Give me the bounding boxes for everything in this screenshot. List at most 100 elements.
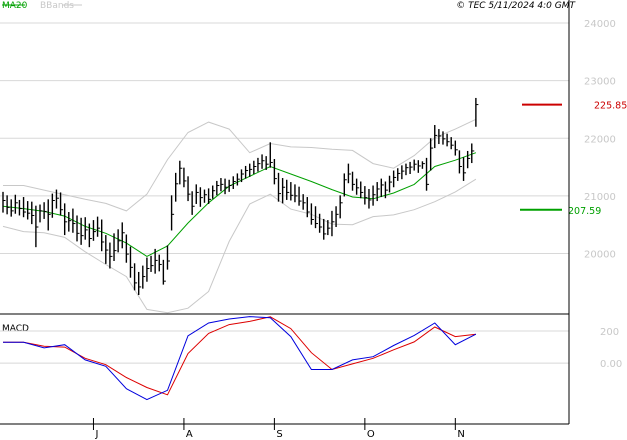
- bband-lower: [2, 178, 477, 314]
- price-bar: [425, 157, 430, 191]
- price-bar: [249, 163, 253, 177]
- price-bar: [434, 125, 438, 149]
- price-bar: [166, 245, 170, 270]
- price-bar: [14, 194, 18, 214]
- price-bar: [364, 186, 368, 205]
- price-bar: [265, 156, 269, 170]
- macd-label: MACD: [2, 324, 29, 334]
- price-bar: [220, 178, 224, 192]
- price-bar: [170, 195, 175, 231]
- price-bar: [137, 271, 142, 295]
- price-bar: [442, 131, 446, 145]
- x-tick-label: S: [276, 429, 282, 440]
- price-bar: [183, 167, 187, 188]
- price-level-markers: 225.85 207.59: [520, 101, 627, 217]
- price-bar: [454, 140, 458, 156]
- x-tick-label: J: [94, 429, 98, 440]
- price-bar: [216, 180, 220, 196]
- price-bar: [335, 206, 339, 228]
- price-bar: [88, 223, 92, 248]
- ma20-line: [2, 152, 477, 257]
- price-bar: [376, 182, 380, 202]
- price-gridlines: [0, 22, 569, 255]
- price-bar: [68, 212, 72, 232]
- price-bar: [121, 222, 125, 249]
- price-bar: [355, 178, 360, 195]
- price-tick-label: 20000: [584, 250, 616, 261]
- price-bar: [343, 173, 347, 197]
- price-bar: [133, 263, 138, 291]
- price-bar: [261, 154, 265, 169]
- price-bar: [125, 234, 129, 263]
- price-bar: [368, 188, 372, 209]
- price-bar: [401, 165, 405, 180]
- price-bar: [187, 176, 191, 202]
- price-bar: [212, 185, 216, 199]
- price-bar: [372, 185, 376, 206]
- price-bar: [96, 216, 101, 237]
- price-bar: [413, 159, 417, 171]
- macd-lines: [3, 316, 477, 401]
- price-bar: [31, 201, 35, 225]
- price-bar: [43, 202, 47, 219]
- legend-ma20: MA20: [2, 1, 28, 11]
- price-bar: [438, 129, 442, 145]
- price-bar: [286, 179, 290, 200]
- price-bar: [327, 220, 331, 236]
- price-bar: [417, 160, 421, 173]
- price-bar: [199, 187, 203, 207]
- price-bar: [22, 197, 27, 218]
- price-bar: [142, 265, 146, 289]
- price-bar: [331, 210, 335, 237]
- macd-signal-line: [3, 316, 476, 396]
- price-bar: [466, 150, 471, 169]
- price-axis-ticks: 20000 21000 22000 23000 24000: [584, 19, 616, 260]
- x-tick-label: A: [186, 429, 193, 440]
- price-bar: [154, 248, 158, 274]
- price-bar: [35, 205, 39, 248]
- price-bar: [347, 163, 351, 184]
- x-tick-label: N: [457, 429, 464, 440]
- macd-tick-label: 0.00: [600, 359, 622, 370]
- price-bar: [72, 208, 76, 233]
- price-tick-label: 24000: [584, 19, 616, 30]
- price-bar: [310, 203, 314, 225]
- price-bar: [314, 206, 319, 229]
- price-bar: [397, 168, 401, 181]
- price-bar: [392, 170, 397, 188]
- macd-line: [3, 316, 477, 401]
- bollinger-bands: [2, 118, 477, 314]
- price-bar: [462, 157, 467, 181]
- price-bar: [323, 218, 327, 240]
- price-bar: [253, 160, 257, 174]
- price-bar: [55, 189, 59, 209]
- price-bar: [318, 213, 323, 233]
- price-bar: [76, 215, 80, 242]
- price-bar: [360, 181, 364, 199]
- macd-tick-label: 200: [600, 327, 619, 338]
- copyright-timestamp: © TEC 5/11/2024 4:0 GMT: [456, 1, 576, 11]
- price-bar: [244, 165, 249, 179]
- price-bar: [6, 195, 10, 215]
- price-bar: [109, 242, 113, 269]
- price-bar: [162, 259, 166, 285]
- price-bar: [10, 199, 14, 217]
- price-bar: [409, 161, 413, 174]
- price-bar: [158, 254, 162, 272]
- price-bar: [39, 204, 43, 223]
- price-bar: [47, 199, 51, 231]
- price-bar: [113, 233, 117, 261]
- price-bar: [2, 191, 6, 213]
- price-bar: [232, 176, 236, 189]
- macd-axis-ticks: 0.00 200: [600, 327, 622, 370]
- price-bar: [384, 181, 388, 199]
- price-bar: [224, 178, 228, 195]
- legend-bbands: BBands: [40, 1, 74, 11]
- bband-upper: [3, 118, 477, 212]
- ma20-path: [2, 152, 477, 257]
- price-bar: [471, 143, 475, 164]
- price-bar: [298, 186, 302, 206]
- price-bar: [475, 97, 479, 127]
- price-bar: [446, 133, 450, 147]
